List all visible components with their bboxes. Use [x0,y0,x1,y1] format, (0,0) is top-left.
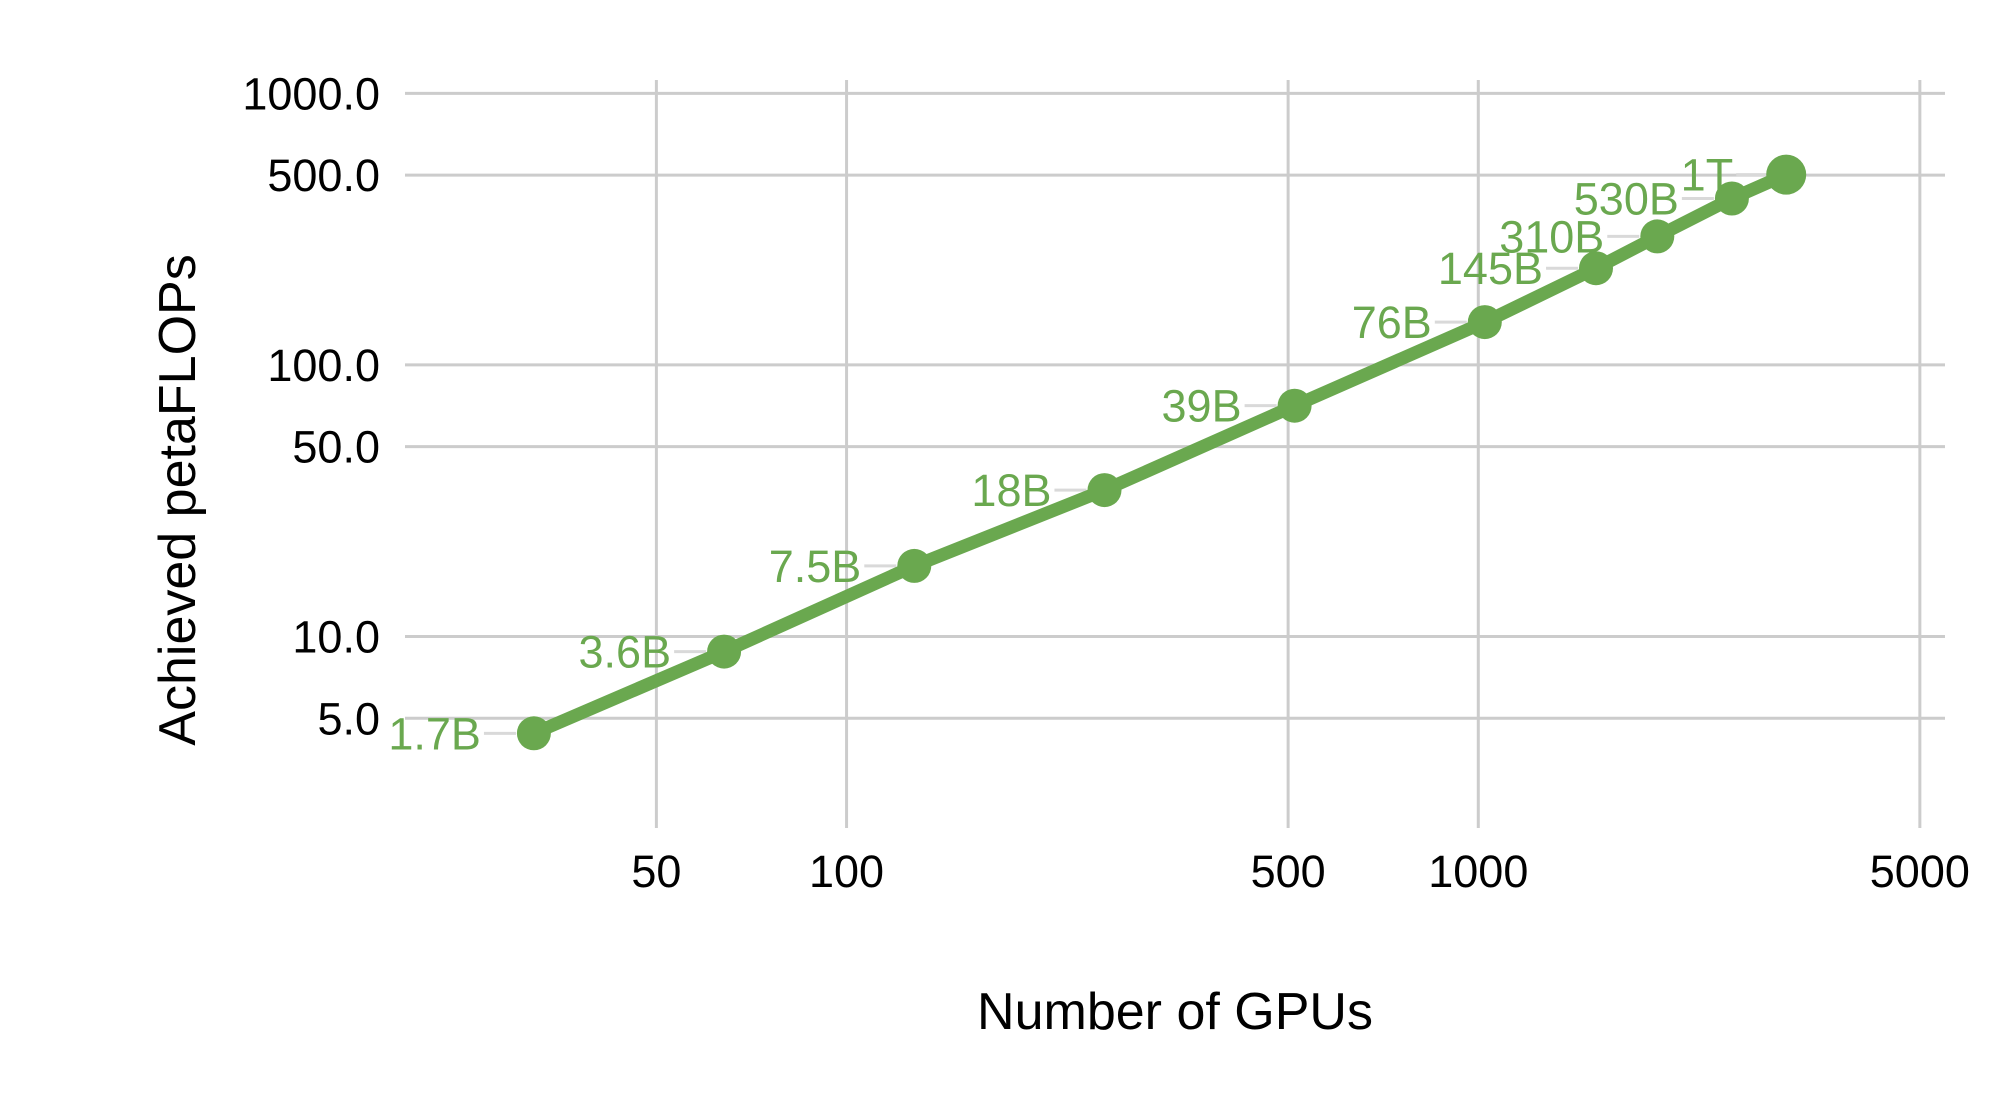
data-point [516,716,551,751]
data-point [1714,181,1749,216]
y-tick-label: 100.0 [267,340,380,391]
y-axis-title: Achieved petaFLOPs [149,254,207,745]
x-tick-label: 100 [809,846,884,897]
data-point-label: 76B [1352,297,1432,348]
data-point-label: 530B [1574,174,1679,225]
data-point [1640,219,1675,254]
data-point-label: 310B [1499,211,1604,262]
x-tick-label: 500 [1251,846,1326,897]
data-point-label: 39B [1162,381,1242,432]
data-point-label: 145B [1438,243,1543,294]
data-point [1277,388,1312,423]
data-point [1766,154,1807,195]
data-point [1467,305,1502,340]
data-point-label: 1.7B [388,708,481,759]
x-axis-title: Number of GPUs [977,983,1373,1041]
data-point-label: 3.6B [579,627,672,678]
data-point [707,634,742,669]
data-point-label: 7.5B [769,541,862,592]
plot-area: 1000.0 500.0 100.0 50.0 10.0 5.0 50 100 500 1000 5… [242,68,1970,897]
data-point-label: 18B [971,465,1051,516]
x-tick-label: 5000 [1870,846,1970,897]
y-tick-label: 50.0 [292,422,380,473]
x-tick-label: 1000 [1428,846,1528,897]
data-point-label: 1T [1681,150,1734,201]
data-point [897,548,932,583]
y-tick-label: 500.0 [267,150,380,201]
x-tick-label: 50 [631,846,681,897]
y-tick-label: 5.0 [317,693,380,744]
y-tick-label: 10.0 [292,612,380,663]
y-tick-label: 1000.0 [242,68,380,119]
data-point [1087,473,1122,508]
data-point [1579,251,1613,286]
series-line [527,168,1793,740]
